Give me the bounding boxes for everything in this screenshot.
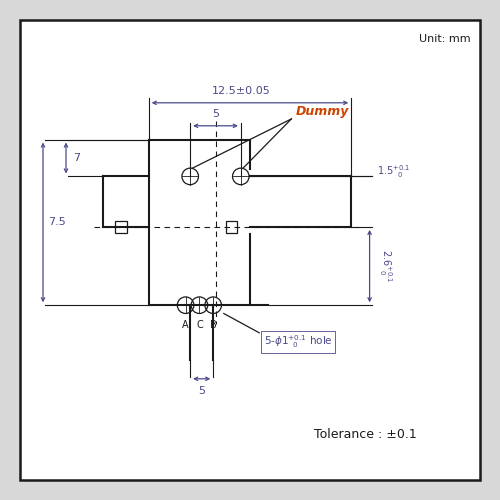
Text: Tolerance : ±0.1: Tolerance : ±0.1: [314, 428, 416, 440]
Bar: [226, 221, 237, 233]
Text: Unit: mm: Unit: mm: [419, 34, 471, 44]
Text: C: C: [196, 320, 203, 330]
Text: 7: 7: [73, 153, 80, 163]
Text: A: A: [182, 320, 189, 330]
Text: 12.5±0.05: 12.5±0.05: [212, 86, 270, 96]
Text: 5: 5: [212, 109, 219, 119]
Text: B: B: [210, 320, 216, 330]
Text: 5-$\phi$1$^{+0.1}_{\ \ 0}$ hole: 5-$\phi$1$^{+0.1}_{\ \ 0}$ hole: [264, 334, 332, 350]
Text: $2.6^{+0.1}_{\ \ 0}$: $2.6^{+0.1}_{\ \ 0}$: [376, 250, 394, 283]
Text: $1.5^{+0.1}_{\ \ 0}$: $1.5^{+0.1}_{\ \ 0}$: [376, 164, 410, 180]
Text: Dummy: Dummy: [296, 106, 350, 118]
Text: 7.5: 7.5: [48, 218, 66, 228]
Text: 5: 5: [198, 386, 205, 396]
Bar: [116, 221, 127, 233]
